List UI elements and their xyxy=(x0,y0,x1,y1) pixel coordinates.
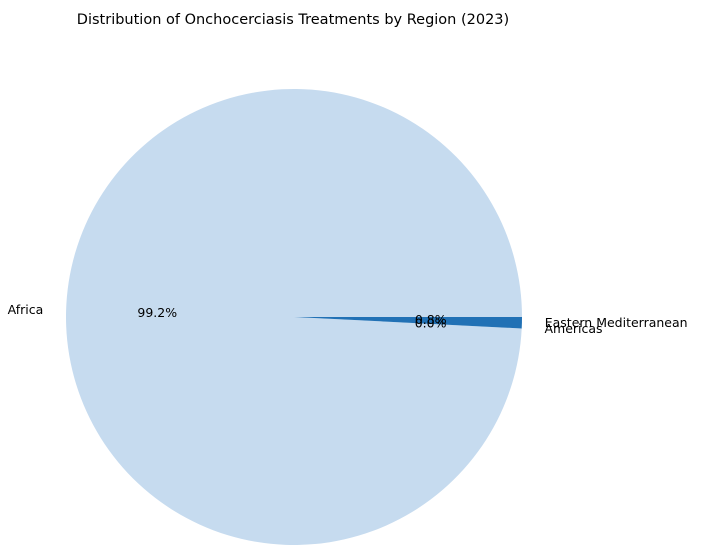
slice-percent-eastern-mediterranean: 0.8% xyxy=(415,312,447,327)
slice-label-eastern-mediterranean: Eastern Mediterranean xyxy=(545,315,688,330)
pie-slices xyxy=(66,88,522,545)
slice-label-africa: Africa xyxy=(8,302,44,317)
pie-slice-eastern-mediterranean xyxy=(294,317,522,329)
chart-title: Distribution of Onchocerciasis Treatment… xyxy=(77,12,509,28)
slice-percent-americas: 0.0% xyxy=(415,315,447,330)
slice-percent-africa: 99.2% xyxy=(137,305,177,320)
pie-slice-africa xyxy=(66,88,522,545)
slice-label-americas: Americas xyxy=(544,321,602,336)
pie-labels: Africa 99.2% Americas 0.0% Eastern Mediterra… xyxy=(8,302,688,336)
